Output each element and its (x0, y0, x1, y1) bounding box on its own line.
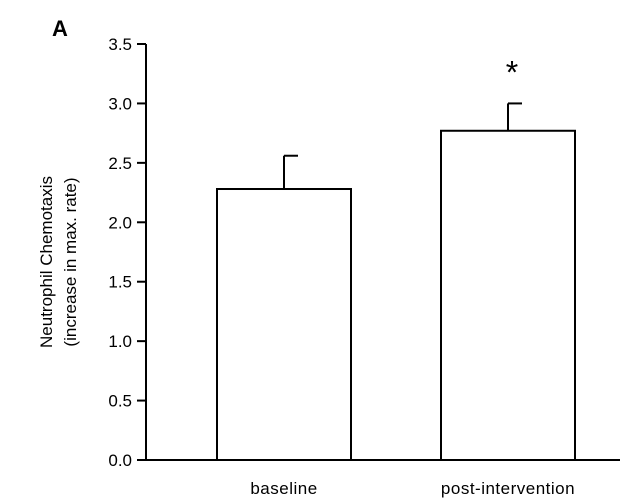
y-tick-label: 2.5 (108, 154, 132, 173)
error-bars (283, 102, 522, 190)
y-tick-label: 3.5 (108, 35, 132, 54)
panel-label: A (52, 16, 68, 41)
x-tick-label-baseline: baseline (250, 479, 317, 498)
bar-baseline (216, 188, 352, 461)
y-tick-label: 1.5 (108, 273, 132, 292)
y-tick-label: 3.0 (108, 94, 132, 113)
x-axis-labels: baseline post-intervention (250, 479, 575, 498)
significance-marker: * (506, 54, 518, 90)
annotations: * (506, 54, 518, 90)
y-axis-title-line2: (increase in max. rate) (61, 177, 80, 346)
y-tick-label: 0.5 (108, 392, 132, 411)
x-tick-label-post-intervention: post-intervention (441, 479, 575, 498)
y-tick-label: 0.0 (108, 451, 132, 470)
y-tick-label: 2.0 (108, 213, 132, 232)
y-axis-ticks: 0.0 0.5 1.0 1.5 2.0 2.5 3.0 3.5 (108, 35, 146, 470)
y-axis-title: Neutrophil Chemotaxis (increase in max. … (37, 176, 80, 348)
y-axis-title-line1: Neutrophil Chemotaxis (37, 176, 56, 348)
bars (216, 129, 576, 461)
y-tick-label: 1.0 (108, 332, 132, 351)
bar-post-intervention (440, 129, 576, 461)
